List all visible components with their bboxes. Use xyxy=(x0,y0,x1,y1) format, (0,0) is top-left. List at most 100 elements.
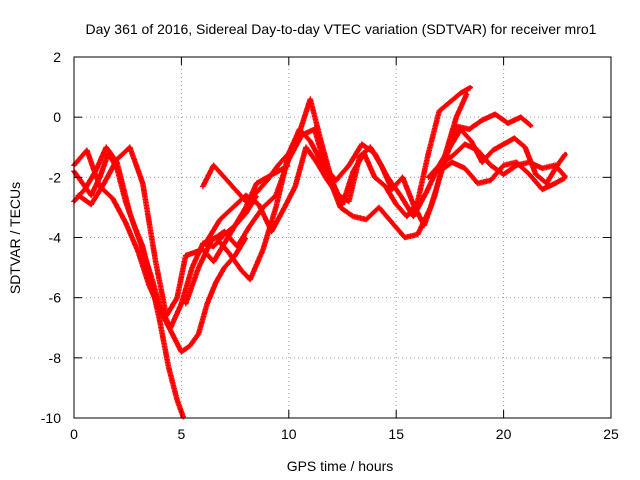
data-point xyxy=(255,182,258,185)
data-point xyxy=(223,176,226,179)
data-point xyxy=(470,85,473,89)
data-point xyxy=(167,365,170,369)
data-point xyxy=(412,203,415,206)
data-point xyxy=(309,97,312,101)
data-point xyxy=(513,137,516,140)
data-point xyxy=(111,197,114,200)
data-point xyxy=(519,115,522,119)
data-point xyxy=(506,121,510,125)
data-point xyxy=(465,91,469,95)
data-point xyxy=(201,248,205,251)
y-tick-label: -2 xyxy=(49,169,62,185)
data-point xyxy=(180,350,183,354)
data-point xyxy=(244,200,248,203)
data-point xyxy=(240,269,243,272)
data-series xyxy=(71,85,568,420)
data-point xyxy=(528,173,531,176)
data-point xyxy=(248,224,252,227)
data-point xyxy=(175,398,179,402)
series-trace-7 xyxy=(182,111,534,307)
data-point xyxy=(233,224,237,227)
data-point xyxy=(470,140,473,143)
data-point xyxy=(257,203,260,206)
data-point xyxy=(233,254,237,257)
data-point xyxy=(190,266,194,269)
data-point xyxy=(223,230,226,233)
data-point xyxy=(377,206,381,209)
data-point xyxy=(309,140,312,143)
chart-title: Day 361 of 2016, Sidereal Day-to-day VTE… xyxy=(86,21,597,37)
data-point xyxy=(463,167,467,170)
data-point xyxy=(564,152,568,155)
data-point xyxy=(193,251,196,254)
data-point xyxy=(244,194,248,197)
data-point xyxy=(261,248,265,251)
data-point xyxy=(360,143,364,146)
data-point xyxy=(534,173,538,176)
y-tick-label: -4 xyxy=(49,230,62,246)
data-point xyxy=(248,278,252,281)
y-tick-label: -10 xyxy=(41,410,61,426)
data-point xyxy=(427,152,430,155)
data-point xyxy=(233,188,237,191)
data-point xyxy=(530,124,533,128)
data-point xyxy=(298,128,301,131)
data-point xyxy=(175,296,179,299)
grid-lines xyxy=(74,57,611,418)
data-point xyxy=(115,158,119,161)
data-point xyxy=(83,188,86,191)
data-point xyxy=(416,233,419,236)
data-point xyxy=(141,182,144,185)
data-point xyxy=(205,302,209,305)
data-point xyxy=(489,179,492,182)
data-point xyxy=(276,164,280,167)
data-point xyxy=(358,155,361,158)
data-point xyxy=(491,149,495,152)
data-point xyxy=(197,266,200,269)
data-point xyxy=(405,215,409,218)
data-point xyxy=(476,182,480,185)
data-point xyxy=(184,254,187,257)
data-point xyxy=(105,146,108,149)
data-point xyxy=(201,185,205,188)
data-point xyxy=(455,115,458,119)
data-point xyxy=(150,275,153,278)
data-point xyxy=(165,314,168,317)
data-point xyxy=(255,191,258,194)
data-point xyxy=(283,206,286,209)
data-point xyxy=(564,176,568,179)
data-point xyxy=(347,164,351,167)
data-point xyxy=(227,251,230,254)
data-point xyxy=(390,221,394,224)
data-point xyxy=(450,155,454,158)
series-trace-1 xyxy=(71,150,186,420)
data-point xyxy=(231,206,235,209)
y-tick-label: -8 xyxy=(49,350,62,366)
data-point xyxy=(455,124,458,128)
data-point xyxy=(502,164,505,167)
y-axis-label: SDTVAR / TECUs xyxy=(7,182,23,294)
data-point xyxy=(266,179,269,182)
data-point xyxy=(276,170,280,173)
data-point xyxy=(373,152,376,155)
data-point xyxy=(541,188,544,191)
data-point xyxy=(373,176,376,179)
data-point xyxy=(489,164,492,167)
y-tick-label: 2 xyxy=(53,49,61,65)
data-point xyxy=(261,206,265,209)
data-point xyxy=(541,167,544,170)
data-point xyxy=(493,112,497,116)
data-point xyxy=(459,91,462,95)
data-point xyxy=(212,164,215,167)
data-point xyxy=(339,206,342,209)
series-trace-10 xyxy=(436,159,568,193)
data-point xyxy=(287,152,290,155)
data-point xyxy=(425,191,428,194)
data-point xyxy=(244,206,248,209)
data-point xyxy=(352,215,355,218)
data-point xyxy=(223,266,226,269)
data-point xyxy=(294,185,297,188)
data-point xyxy=(137,251,140,254)
data-point xyxy=(212,245,215,248)
data-point xyxy=(139,242,142,245)
